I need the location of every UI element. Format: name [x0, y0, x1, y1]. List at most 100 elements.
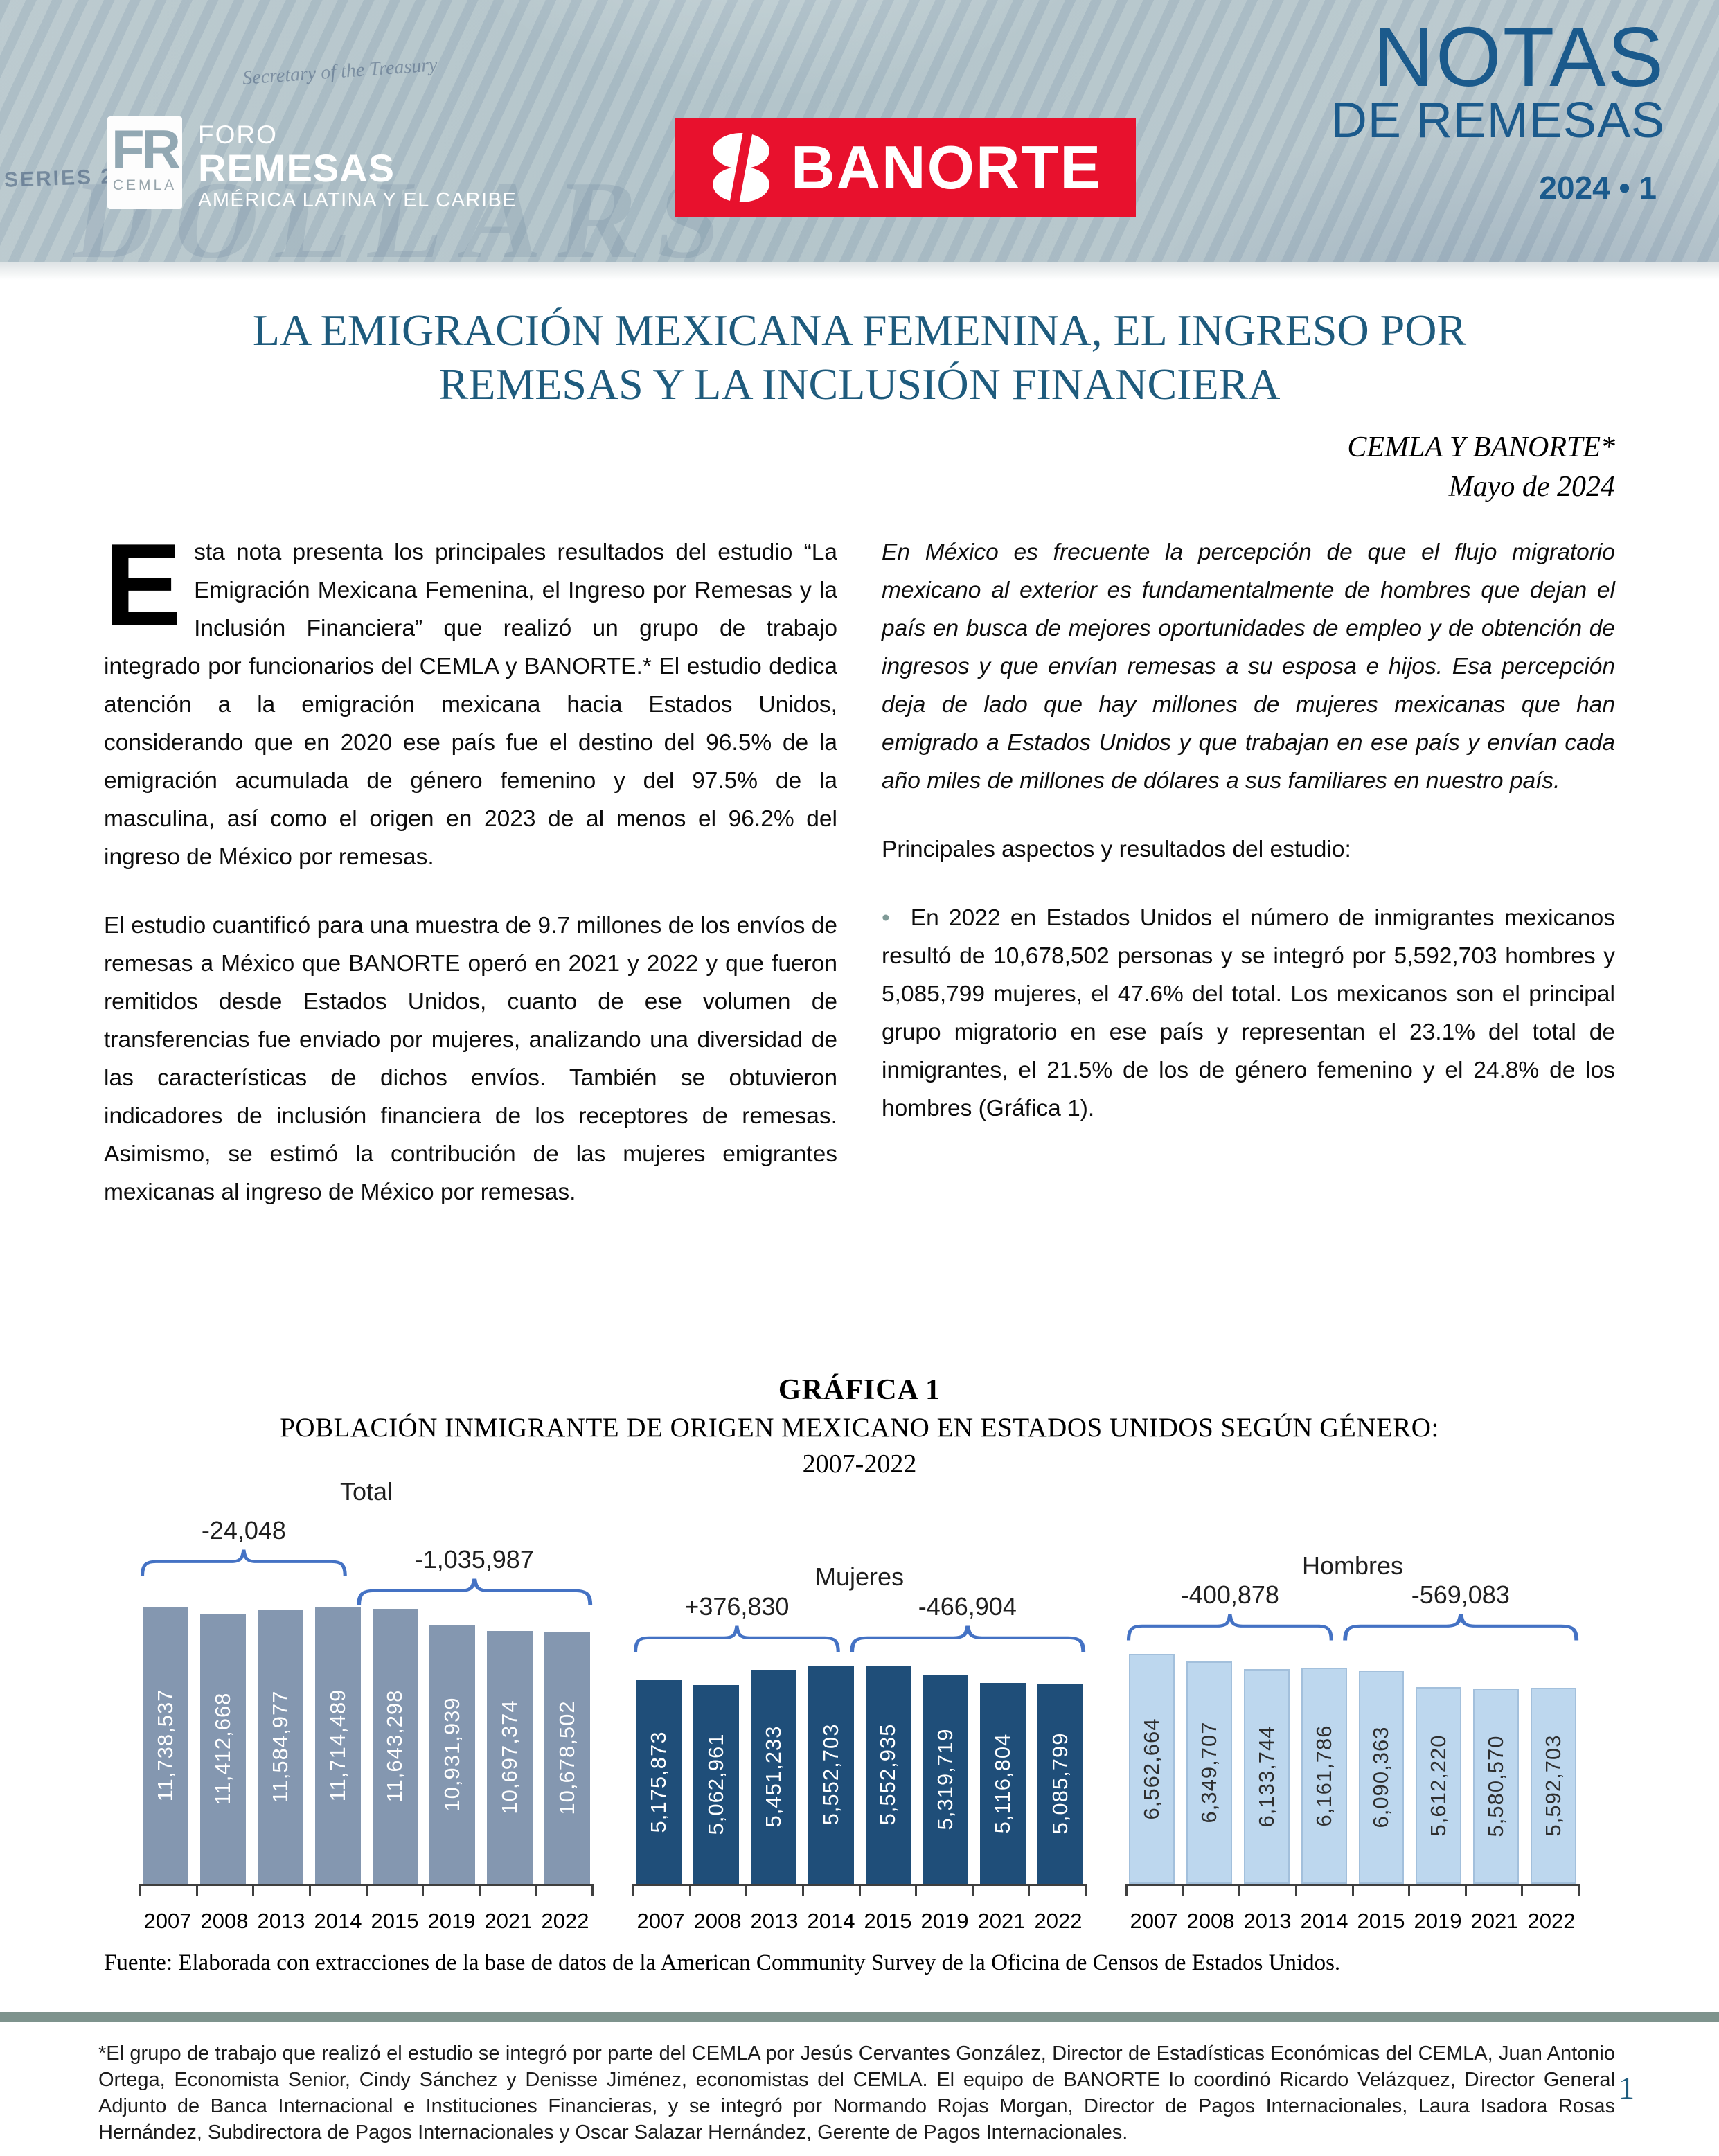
bar-value-label: 6,161,786 — [1311, 1725, 1336, 1826]
banorte-logo: BANORTE — [675, 118, 1136, 217]
bar: 6,133,744 — [1243, 1668, 1290, 1884]
bar-value-label: 5,612,220 — [1426, 1734, 1451, 1836]
x-axis-ticks — [1125, 1885, 1580, 1896]
bar-value-label: 5,319,719 — [933, 1728, 958, 1830]
year-label: 2019 — [920, 1908, 969, 1933]
year-label: 2013 — [257, 1908, 305, 1933]
bar: 5,612,220 — [1416, 1686, 1462, 1884]
bar-value-label: 11,584,977 — [267, 1690, 292, 1803]
x-axis-year-labels: 2007 2008 2013 2014 2015 2019 2021 2022 — [632, 1909, 1087, 1934]
bar: 5,062,961 — [693, 1684, 739, 1884]
lead-line: Principales aspectos y resultados del es… — [882, 836, 1351, 862]
header-gradient-strip — [0, 262, 1719, 280]
bar: 6,562,664 — [1129, 1653, 1175, 1884]
masthead-notas: NOTAS — [1373, 10, 1665, 104]
brace-annotation-label: +376,830 — [684, 1592, 790, 1621]
bar-value-label: 5,451,233 — [760, 1725, 785, 1828]
bar-value-label: 6,349,707 — [1196, 1721, 1221, 1824]
x-axis-year-labels: 2007 2008 2013 2014 2015 2019 2021 2022 — [1125, 1909, 1580, 1934]
document-title: LA EMIGRACIÓN MEXICANA FEMENINA, EL INGR… — [0, 303, 1719, 411]
brace-annotation-label: -1,035,987 — [414, 1544, 534, 1574]
bar-value-label: 10,931,939 — [440, 1697, 465, 1812]
fr-cemla-logo: FR CEMLA — [107, 116, 182, 209]
x-axis — [632, 1883, 1087, 1886]
page-number: 1 — [1619, 2070, 1635, 2105]
bar-value-label: 11,738,537 — [152, 1689, 177, 1801]
bar-value-label: 5,085,799 — [1048, 1732, 1073, 1835]
brace-icon — [139, 1547, 348, 1578]
bar: 5,319,719 — [923, 1674, 969, 1884]
bar: 5,552,935 — [865, 1665, 911, 1884]
year-label: 2015 — [864, 1908, 912, 1933]
x-axis-year-labels: 2007 2008 2013 2014 2015 2019 2021 2022 — [139, 1909, 594, 1934]
bar: 11,584,977 — [257, 1610, 303, 1884]
grouped-bar-chart: Total -24,048 -1,035,987 11,738,537 11,412,6… — [0, 1477, 1719, 1939]
chart-group-label: Mujeres — [814, 1562, 905, 1591]
left-paragraph-1-text: sta nota presenta los principales result… — [104, 539, 837, 870]
bar: 5,085,799 — [1037, 1683, 1083, 1884]
bar-value-label: 11,412,668 — [210, 1692, 235, 1806]
year-label: 2021 — [977, 1908, 1026, 1933]
masthead: NOTAS DE REMESAS 2024 • 1 — [1330, 10, 1665, 206]
bar: 5,175,873 — [636, 1680, 682, 1884]
byline-date: Mayo de 2024 — [1448, 470, 1615, 503]
bar-value-label: 11,714,489 — [325, 1689, 350, 1802]
treasury-caption: Secretary of the Treasury — [242, 54, 438, 89]
chart-group-hombres: Hombres -400,878 -569,083 6,562,664 6,349,70… — [1125, 1482, 1580, 1939]
year-label: 2015 — [371, 1908, 419, 1933]
x-axis-ticks — [632, 1885, 1087, 1896]
brace-annotation-label: -569,083 — [1411, 1580, 1510, 1609]
year-label: 2019 — [427, 1908, 476, 1933]
bullet-icon: • — [882, 905, 890, 931]
byline-authors: CEMLA Y BANORTE* — [1347, 431, 1615, 464]
bar: 6,090,363 — [1358, 1670, 1405, 1884]
chart-group-label: Total — [339, 1477, 393, 1506]
year-label: 2007 — [1130, 1908, 1178, 1933]
year-label: 2014 — [807, 1908, 855, 1933]
bar-value-label: 10,697,374 — [497, 1700, 522, 1815]
bar-value-label: 5,175,873 — [645, 1731, 670, 1833]
fr-logo-initials: FR — [112, 118, 181, 179]
year-label: 2022 — [1527, 1908, 1576, 1933]
bar: 5,592,703 — [1531, 1687, 1576, 1884]
x-axis-ticks — [139, 1885, 594, 1896]
bar: 10,678,502 — [544, 1631, 590, 1884]
year-label: 2022 — [541, 1908, 589, 1933]
bar: 6,349,707 — [1186, 1661, 1232, 1884]
bar: 5,451,233 — [750, 1669, 796, 1884]
bar: 5,580,570 — [1473, 1688, 1520, 1884]
footnote: *El grupo de trabajo que realizó el estu… — [98, 2042, 1615, 2144]
bar: 5,116,804 — [980, 1682, 1026, 1884]
brace-icon — [632, 1623, 841, 1654]
year-label: 2021 — [484, 1908, 533, 1933]
bar-value-label: 5,552,935 — [875, 1723, 900, 1826]
brace-icon — [1342, 1612, 1580, 1642]
year-label: 2014 — [1300, 1908, 1348, 1933]
brace-icon — [355, 1576, 594, 1607]
masthead-issue: 2024 • 1 — [1539, 170, 1657, 206]
foro-line2: REMESAS — [198, 145, 395, 190]
byline: CEMLA Y BANORTE* Mayo de 2024 — [0, 428, 1615, 506]
fr-logo-org: CEMLA — [112, 177, 177, 193]
chart-source: Fuente: Elaborada con extracciones de la… — [104, 1950, 1341, 1975]
year-label: 2014 — [314, 1908, 362, 1933]
brace-icon — [1125, 1612, 1335, 1642]
chart-group-total: Total -24,048 -1,035,987 11,738,537 11,412,6… — [139, 1477, 594, 1939]
year-label: 2013 — [1243, 1908, 1292, 1933]
year-label: 2008 — [693, 1908, 742, 1933]
bar: 11,738,537 — [143, 1606, 188, 1884]
bar: 11,714,489 — [314, 1607, 361, 1884]
chart-period: 2007-2022 — [802, 1449, 917, 1479]
bar-value-label: 5,592,703 — [1541, 1734, 1566, 1837]
bar: 11,412,668 — [199, 1614, 246, 1884]
chart-title: GRÁFICA 1 — [778, 1373, 941, 1406]
bars-row: 6,562,664 6,349,707 6,133,744 6,161,786 6,09… — [1129, 1653, 1576, 1884]
masthead-de-remesas: DE REMESAS — [1330, 93, 1665, 149]
chart-group-mujeres: Mujeres +376,830 -466,904 5,175,873 5,062,96… — [632, 1482, 1087, 1939]
brace-annotation-label: -400,878 — [1180, 1580, 1279, 1609]
year-label: 2008 — [200, 1908, 249, 1933]
